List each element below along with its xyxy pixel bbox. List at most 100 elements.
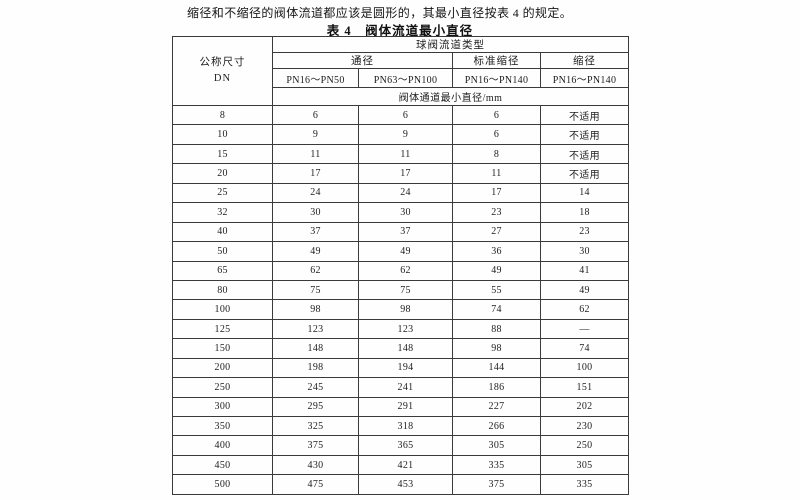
value-cell: 11	[452, 163, 541, 184]
dn-cell: 10	[172, 124, 273, 145]
table-row: 15 11 11 8 不适用	[172, 143, 629, 165]
value-cell: 198	[272, 357, 359, 379]
value-cell: 295	[272, 396, 359, 418]
header-dn-label: DN	[213, 73, 232, 84]
value-cell: 6	[272, 104, 359, 126]
header-pn-range: PN16～PN140	[452, 68, 541, 88]
table-row: 100 98 98 74 62	[172, 299, 629, 320]
value-cell: 144	[452, 357, 541, 379]
table-row: 125 123 123 88 —	[172, 318, 629, 340]
value-cell: 41	[540, 260, 629, 281]
value-cell: 17	[358, 163, 453, 184]
dn-cell: 250	[172, 377, 273, 398]
dn-cell: 25	[172, 182, 273, 204]
value-cell: 6	[452, 104, 541, 126]
value-cell: 49	[452, 260, 541, 281]
value-cell: 318	[358, 415, 453, 437]
value-cell: 36	[452, 241, 541, 262]
value-cell: 98	[358, 299, 453, 320]
table-row: 20 17 17 11 不适用	[172, 163, 629, 184]
table-row: 450 430 421 335 305	[172, 454, 629, 476]
value-cell: 14	[540, 182, 629, 204]
value-cell: 17	[272, 163, 359, 184]
value-cell: 421	[358, 454, 453, 476]
value-cell: 23	[452, 202, 541, 223]
value-cell: 11	[358, 143, 453, 165]
value-cell: 37	[358, 221, 453, 243]
table-row: 350 325 318 266 230	[172, 415, 629, 437]
table-row: 500 475 453 375 335	[172, 474, 629, 495]
value-cell: 不适用	[540, 104, 629, 126]
value-cell: 194	[358, 357, 453, 379]
table-row: 50 49 49 36 30	[172, 241, 629, 262]
header-row-bore: 通径 标准缩径 缩径	[173, 52, 629, 69]
value-cell: 453	[358, 474, 453, 495]
dn-cell: 32	[172, 202, 273, 223]
dn-cell: 200	[172, 357, 273, 379]
value-cell: 30	[540, 241, 629, 262]
value-cell: 148	[358, 338, 453, 359]
value-cell: 27	[452, 221, 541, 243]
value-cell: 23	[540, 221, 629, 243]
header-nominal-size: 公称尺寸 DN	[172, 36, 273, 106]
table-row: 10 9 9 6 不适用	[172, 124, 629, 145]
value-cell: 151	[540, 377, 629, 398]
dn-cell: 20	[172, 163, 273, 184]
value-cell: 250	[540, 435, 629, 456]
header-standard-reduced-bore: 标准缩径	[452, 52, 541, 69]
dn-cell: 500	[172, 474, 273, 495]
dn-cell: 15	[172, 143, 273, 165]
value-cell: 6	[358, 104, 453, 126]
value-cell: 123	[272, 318, 359, 340]
value-cell: 17	[452, 182, 541, 204]
value-cell: 475	[272, 474, 359, 495]
value-cell: 30	[272, 202, 359, 223]
value-cell: 49	[272, 241, 359, 262]
table-row: 400 375 365 305 250	[172, 435, 629, 456]
value-cell: 305	[540, 454, 629, 476]
table-row: 32 30 30 23 18	[172, 202, 629, 223]
table-row: 25 24 24 17 14	[172, 182, 629, 204]
value-cell: 11	[272, 143, 359, 165]
dn-cell: 50	[172, 241, 273, 262]
dn-cell: 300	[172, 396, 273, 418]
value-cell: 49	[540, 279, 629, 301]
value-cell: 100	[540, 357, 629, 379]
value-cell: 186	[452, 377, 541, 398]
value-cell: 75	[358, 279, 453, 301]
value-cell: 不适用	[540, 163, 629, 184]
value-cell: 266	[452, 415, 541, 437]
value-cell: 325	[272, 415, 359, 437]
value-cell: 62	[272, 260, 359, 281]
value-cell: 62	[358, 260, 453, 281]
dn-cell: 450	[172, 454, 273, 476]
value-cell: 335	[540, 474, 629, 495]
value-cell: 30	[358, 202, 453, 223]
header-pn-range: PN16～PN50	[272, 68, 359, 88]
value-cell: 335	[452, 454, 541, 476]
value-cell: 98	[452, 338, 541, 359]
value-cell: 24	[272, 182, 359, 204]
table-4-min-flow-diameter: 公称尺寸 DN 球阀流道类型 通径 标准缩径 缩径 PN16～PN50 PN63…	[172, 36, 629, 495]
header-flow-passage-type: 球阀流道类型	[272, 36, 629, 53]
value-cell: 24	[358, 182, 453, 204]
value-cell: 148	[272, 338, 359, 359]
value-cell: 230	[540, 415, 629, 437]
table-row: 65 62 62 49 41	[172, 260, 629, 281]
value-cell: 不适用	[540, 124, 629, 145]
table-row: 200 198 194 144 100	[172, 357, 629, 379]
header-reduced-bore: 缩径	[540, 52, 629, 69]
value-cell: 6	[452, 124, 541, 145]
dn-cell: 40	[172, 221, 273, 243]
table-row: 150 148 148 98 74	[172, 338, 629, 359]
value-cell: 55	[452, 279, 541, 301]
value-cell: 291	[358, 396, 453, 418]
value-cell: 74	[540, 338, 629, 359]
dn-cell: 100	[172, 299, 273, 320]
dn-cell: 400	[172, 435, 273, 456]
header-unit: 阀体通道最小直径/mm	[272, 87, 629, 106]
value-cell: 9	[358, 124, 453, 145]
dn-cell: 80	[172, 279, 273, 301]
value-cell: 202	[540, 396, 629, 418]
